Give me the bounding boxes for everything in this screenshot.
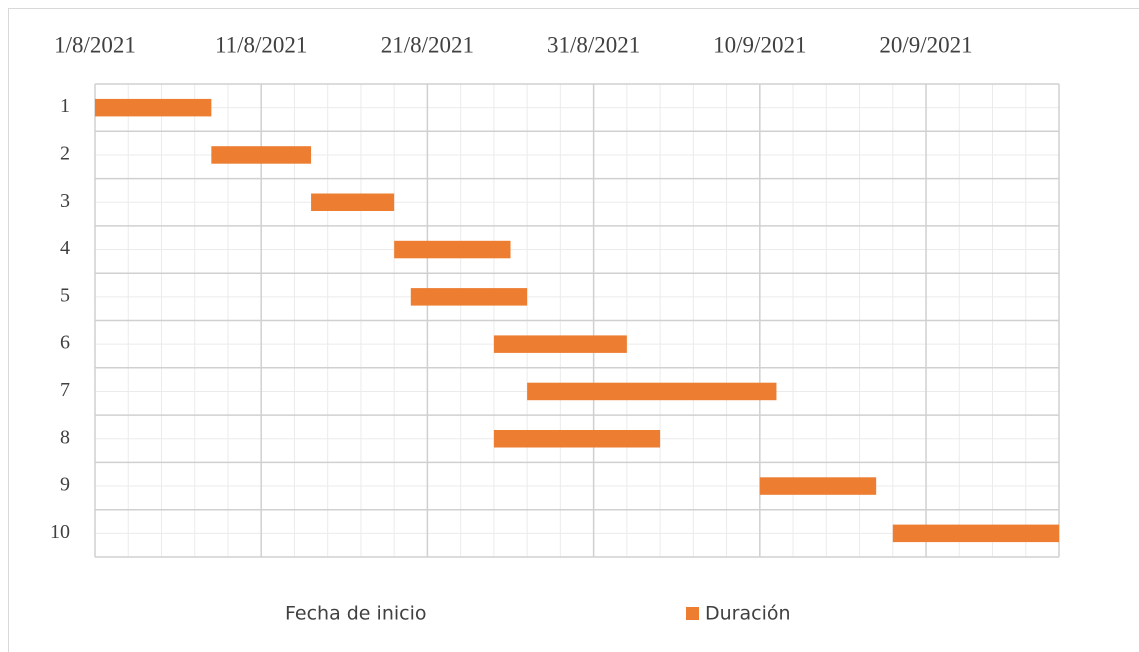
x-tick-label: 11/8/2021	[215, 32, 307, 57]
y-tick-label: 2	[60, 143, 70, 165]
y-tick-label: 6	[60, 332, 70, 354]
bar	[410, 288, 528, 306]
bar	[311, 193, 395, 212]
y-tick-label: 1	[60, 95, 70, 117]
legend-swatch	[686, 607, 699, 620]
bar	[759, 477, 877, 495]
bar	[527, 382, 777, 401]
y-tick-label: 4	[60, 237, 70, 259]
legend-label: Fecha de inicio	[285, 603, 427, 625]
x-tick-label: 20/9/2021	[879, 32, 972, 57]
y-tick-label: 8	[60, 426, 70, 448]
bar	[394, 240, 511, 259]
x-tick-label: 1/8/2021	[54, 32, 136, 57]
y-tick-label: 10	[50, 521, 70, 543]
y-tick-label: 9	[60, 474, 70, 496]
y-tick-label: 5	[60, 284, 70, 306]
x-tick-label: 31/8/2021	[547, 32, 640, 57]
bar	[493, 429, 661, 448]
y-tick-label: 3	[60, 190, 70, 212]
x-tick-label: 10/9/2021	[713, 32, 806, 57]
bar	[493, 335, 627, 353]
legend-label: Duración	[705, 603, 791, 625]
bar	[95, 98, 212, 117]
y-tick-label: 7	[60, 379, 70, 401]
bar	[892, 524, 1059, 543]
bar	[211, 146, 312, 164]
x-tick-label: 21/8/2021	[381, 32, 474, 57]
